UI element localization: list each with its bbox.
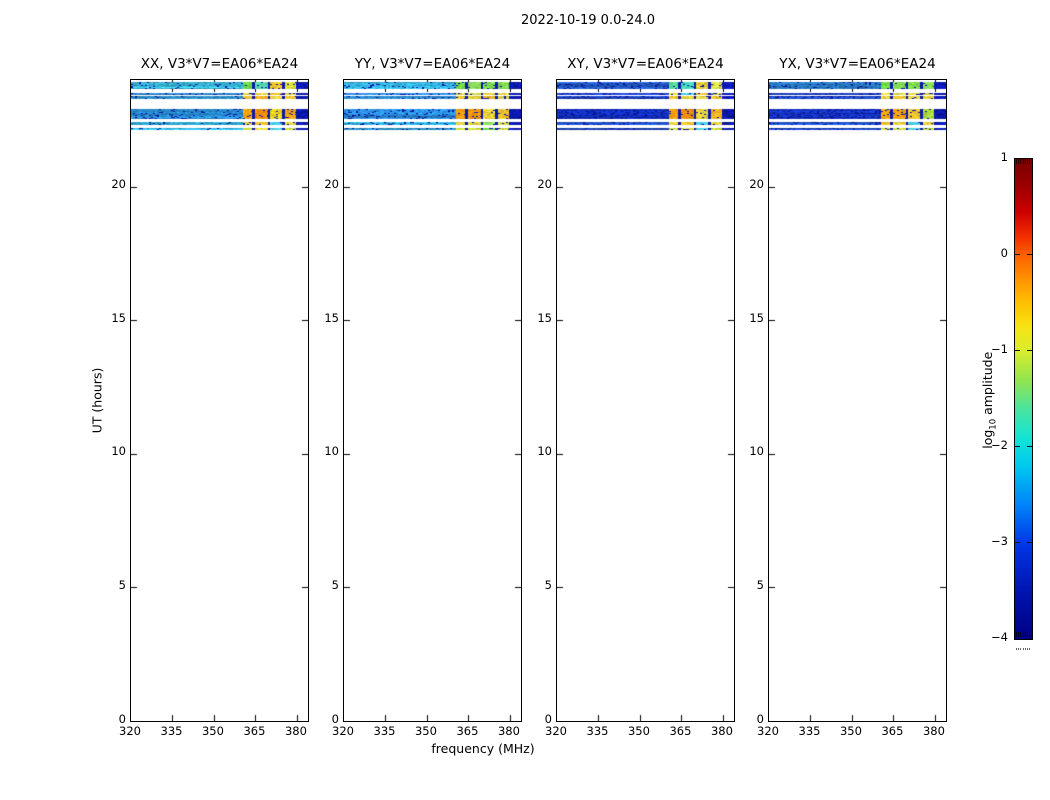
- colorbar-hatch: [1022, 632, 1024, 637]
- heatmap-yx: [769, 80, 946, 721]
- y-tick-label: 20: [537, 177, 552, 192]
- y-tick-label: 5: [331, 577, 339, 592]
- y-tick-label: 10: [324, 444, 339, 459]
- panel-xy: [556, 79, 735, 722]
- x-axis-label: frequency (MHz): [431, 741, 535, 756]
- panel-yx: [768, 79, 947, 722]
- y-tick-label: 15: [111, 310, 126, 325]
- y-tick-label: 15: [749, 310, 764, 325]
- colorbar-tick-dash: [1027, 446, 1032, 447]
- x-tick-label: 365: [243, 724, 266, 738]
- colorbar-hatch: [1022, 159, 1024, 164]
- panel-yy: [343, 79, 522, 722]
- x-tick-label: 380: [284, 724, 307, 738]
- x-tick-label: 380: [710, 724, 733, 738]
- colorbar-end-dots: [1022, 648, 1024, 650]
- colorbar-gradient: [1014, 158, 1033, 640]
- panel-title-yy: YY, V3*V7=EA06*EA24: [354, 56, 511, 72]
- heatmap-xy: [557, 80, 734, 721]
- colorbar-hatch: [1020, 632, 1022, 637]
- y-tick-label: 0: [544, 711, 552, 726]
- x-tick-label: 335: [373, 724, 396, 738]
- x-tick-label: 365: [669, 724, 692, 738]
- y-tick-label: 10: [749, 444, 764, 459]
- heatmap-xx: [131, 80, 308, 721]
- x-tick-label: 320: [332, 724, 354, 738]
- y-tick-label: 10: [111, 444, 126, 459]
- y-tick-label: 5: [756, 577, 764, 592]
- colorbar-tick-label: −4: [991, 630, 1008, 644]
- colorbar-hatch: [1020, 159, 1022, 164]
- colorbar-tick-dash: [1015, 542, 1020, 543]
- colorbar-tick-label: 0: [1000, 246, 1008, 260]
- colorbar-tick-label: 1: [1000, 150, 1008, 164]
- colorbar-hatch: [1029, 159, 1031, 164]
- colorbar-tick-dash: [1027, 542, 1032, 543]
- y-tick-label: 5: [118, 577, 126, 592]
- x-tick-label: 320: [119, 724, 141, 738]
- colorbar-end-dots: [1018, 648, 1020, 650]
- colorbar-end-dots: [1029, 648, 1031, 650]
- colorbar-end-dots: [1020, 648, 1022, 650]
- x-tick-label: 320: [545, 724, 567, 738]
- x-tick-label: 335: [798, 724, 821, 738]
- colorbar-tick-dash: [1015, 254, 1020, 255]
- figure-title: 2022-10-19 0.0-24.0: [521, 13, 655, 28]
- colorbar-tick-dash: [1027, 350, 1032, 351]
- panel-title-xy: XY, V3*V7=EA06*EA24: [567, 56, 724, 72]
- colorbar-hatch: [1027, 632, 1028, 637]
- x-tick-label: 380: [497, 724, 520, 738]
- colorbar-tick-dash: [1015, 350, 1020, 351]
- colorbar-hatch: [1016, 159, 1017, 164]
- colorbar-tick-label: −2: [991, 438, 1008, 452]
- colorbar-hatch: [1024, 632, 1026, 637]
- x-tick-label: 350: [839, 724, 862, 738]
- x-tick-label: 350: [201, 724, 224, 738]
- y-tick-label: 0: [331, 711, 339, 726]
- panel-xx: [130, 79, 309, 722]
- y-axis-label: UT (hours): [89, 367, 105, 434]
- colorbar-hatch: [1029, 632, 1031, 637]
- colorbar-hatch: [1018, 159, 1020, 164]
- y-tick-label: 15: [324, 310, 339, 325]
- colorbar-tick-label: −3: [991, 534, 1008, 548]
- y-tick-label: 15: [537, 310, 552, 325]
- colorbar-tick-label: −1: [991, 342, 1008, 356]
- y-tick-label: 10: [537, 444, 552, 459]
- x-tick-label: 335: [586, 724, 609, 738]
- x-tick-label: 380: [922, 724, 945, 738]
- colorbar-tick-dash: [1027, 254, 1032, 255]
- x-tick-label: 350: [414, 724, 437, 738]
- y-tick-label: 0: [118, 711, 126, 726]
- colorbar-tick-dash: [1015, 446, 1020, 447]
- x-tick-label: 350: [627, 724, 650, 738]
- heatmap-yy: [344, 80, 521, 721]
- colorbar-hatch: [1024, 159, 1026, 164]
- x-tick-label: 320: [757, 724, 779, 738]
- colorbar-end-dots: [1024, 648, 1026, 650]
- y-tick-label: 20: [324, 177, 339, 192]
- colorbar-hatch: [1016, 632, 1017, 637]
- x-tick-label: 365: [456, 724, 479, 738]
- colorbar-label-text: amplitude: [979, 351, 995, 419]
- y-tick-label: 20: [749, 177, 764, 192]
- colorbar-label-subscript: 10: [988, 418, 999, 430]
- x-tick-label: 335: [160, 724, 183, 738]
- colorbar-end-dots: [1027, 648, 1028, 650]
- colorbar-hatch: [1018, 632, 1020, 637]
- x-tick-label: 365: [881, 724, 904, 738]
- panel-title-xx: XX, V3*V7=EA06*EA24: [140, 56, 299, 72]
- y-tick-label: 20: [111, 177, 126, 192]
- y-tick-label: 5: [544, 577, 552, 592]
- y-tick-label: 0: [756, 711, 764, 726]
- colorbar-hatch: [1027, 159, 1028, 164]
- panel-title-yx: YX, V3*V7=EA06*EA24: [779, 56, 936, 72]
- colorbar-end-dots: [1016, 648, 1017, 650]
